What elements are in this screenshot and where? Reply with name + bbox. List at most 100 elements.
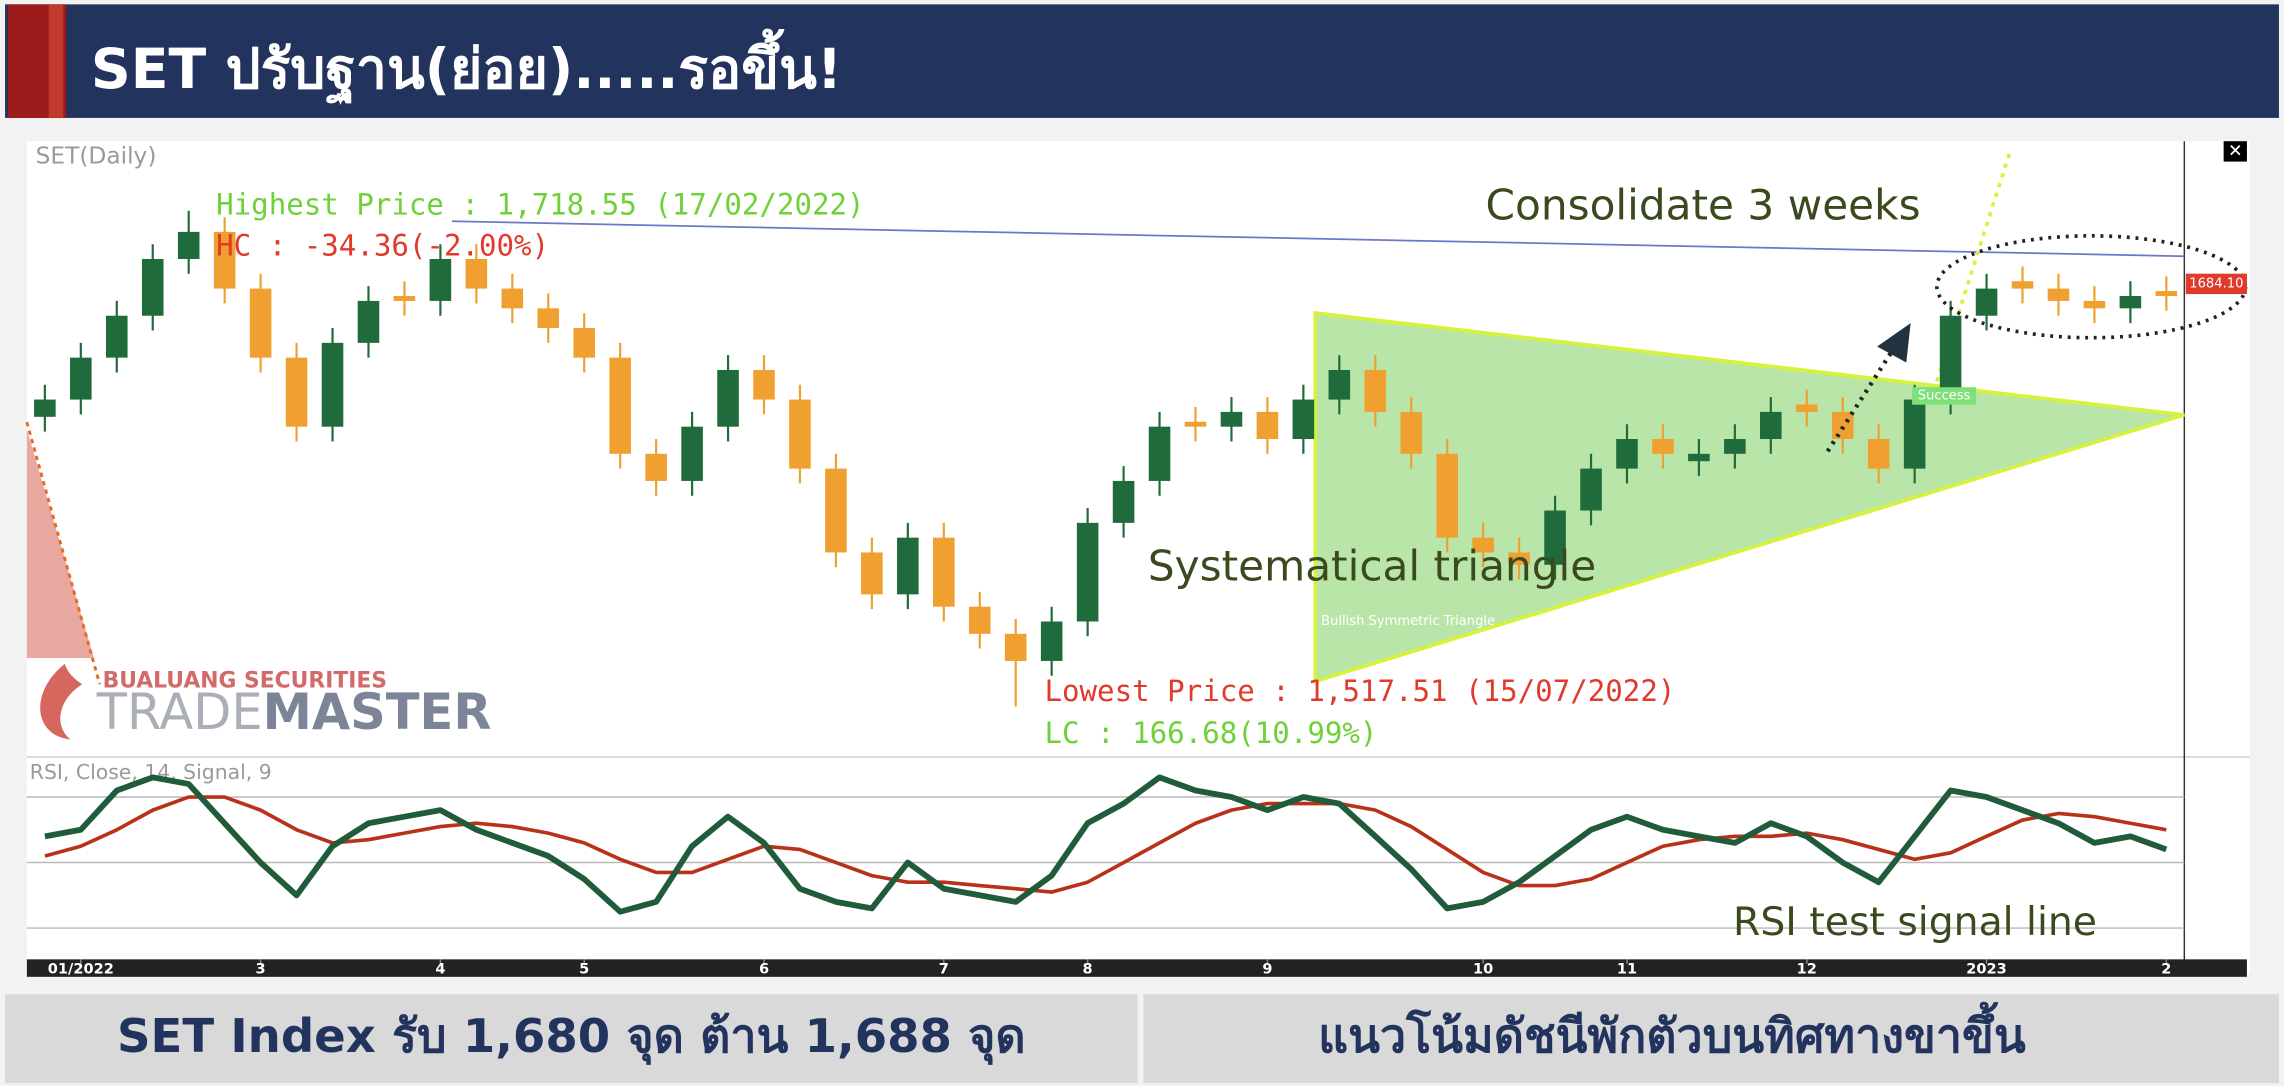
triangle-pattern [1313,310,2185,684]
candle-body [2011,281,2034,289]
candle-body [825,468,847,553]
candle-body [213,231,236,289]
candle-body [537,308,560,329]
candle-body [1292,399,1315,440]
candle-body [2119,295,2142,309]
lowest-price: Lowest Price : 1,517.51 (15/07/2022) [1044,674,1675,708]
candle-body [1544,510,1566,565]
highest-price: Highest Price : 1,718.55 (17/02/2022) [216,188,864,222]
candle-body [1939,315,1962,400]
x-tick-label: 12 [1797,961,1817,978]
close-button[interactable] [2223,141,2247,162]
candle-body [1400,411,1423,454]
time-axis-band [26,959,2247,977]
price-chart-title: SET(Daily) [36,143,157,170]
x-tick-label: 5 [579,961,589,978]
candle-body [717,369,739,427]
breakout-arrow [1825,348,1896,453]
x-tick-label: 2 [2161,961,2171,978]
candle-body [1364,369,1387,412]
rsi-annotation: RSI test signal line [1733,900,2097,945]
candle-body [321,342,344,427]
price-plot [25,152,2185,685]
candle-body [1724,439,1746,454]
candle-body [2155,291,2178,296]
footer-right-box [1143,994,2279,1084]
candle-body [753,369,775,400]
candle-body [897,537,919,595]
time-axis: 01/2022 3 4 5 6 7 8 9 10 11 12 2023 2 [48,959,2171,978]
candle-body [34,399,56,417]
x-tick-label: 2023 [1966,961,2007,978]
x-tick-label: 10 [1473,961,1493,978]
candle-body [968,606,991,634]
x-tick-label: 11 [1617,961,1637,978]
candle-body [1508,552,1530,565]
candle-body [2047,288,2070,301]
candle-body [465,259,488,289]
candle-body [1867,439,1890,469]
success-tag [1912,387,1977,405]
footer-left-box [5,994,1138,1084]
candle-body [1688,453,1710,462]
candle-body [429,259,452,301]
candle-body [1903,399,1926,469]
candle-body [1975,288,1998,316]
lc-label: LC : 166.68(10.99%) [1044,716,1377,750]
rsi-plot [26,774,2185,929]
rsi-line [44,774,2168,915]
candle-body [177,231,200,260]
x-tick-label: 6 [759,961,769,978]
candle-body [573,328,596,358]
x-tick-label: 7 [939,961,949,978]
arrow-head [1877,323,1911,363]
watermark-brand: TRADEMASTER [96,682,492,740]
hc-label: HC : -34.36(-2.00%) [216,228,549,262]
candle-body [933,537,955,607]
candle-body [789,399,811,469]
candle-body [681,426,703,481]
watermark-logo [40,663,83,740]
candle-body [249,288,272,358]
candle-body [285,357,308,427]
candles [34,210,2178,707]
candle-body [645,453,667,481]
footer-right: แนวโน้มดัชนีพักตัวบนทิศทางขาขึ้น [1318,1001,2026,1063]
candle-body [501,288,524,309]
candle-body [141,259,164,316]
close-icon[interactable]: ✕ [2228,141,2243,161]
candle-body [861,552,883,595]
candle-body [1004,633,1027,661]
candle-body [1076,522,1099,622]
candle-body [1616,439,1638,469]
x-tick-label: 01/2022 [48,961,114,978]
rsi-line [44,795,2167,894]
success-label: Success [1918,388,1971,403]
last-price-label: 1684.10 [2189,276,2243,291]
candle-body [1760,411,1782,440]
chart-panel [26,141,2250,974]
x-tick-label: 4 [435,961,445,978]
candle-body [105,315,128,358]
x-tick-label: 8 [1083,961,1093,978]
candle-body [1580,468,1602,511]
candle-body [609,357,631,454]
header-title: SET ปรับฐาน(ย่อย).....รอขึ้น! [91,28,842,105]
candle-body [357,300,380,343]
pattern-label: Bullish Symmetric Triangle [1321,614,1495,629]
header-accent-stripe [48,4,64,118]
consolidate-label: Consolidate 3 weeks [1486,181,1921,230]
candle-body [1472,537,1494,553]
candle-body [1436,453,1458,538]
overlay [1825,234,2248,453]
x-tick-label: 3 [256,961,266,978]
resistance-line [451,220,2185,258]
left-trendline [25,421,102,685]
candle-body [1184,421,1207,427]
candle-body [1328,369,1351,400]
watermark-company: BUALUANG SECURITIES [103,668,387,693]
candle-body [70,357,92,400]
watermark-brand-a: TRADE [96,682,263,740]
x-tick-label: 9 [1262,961,1272,978]
